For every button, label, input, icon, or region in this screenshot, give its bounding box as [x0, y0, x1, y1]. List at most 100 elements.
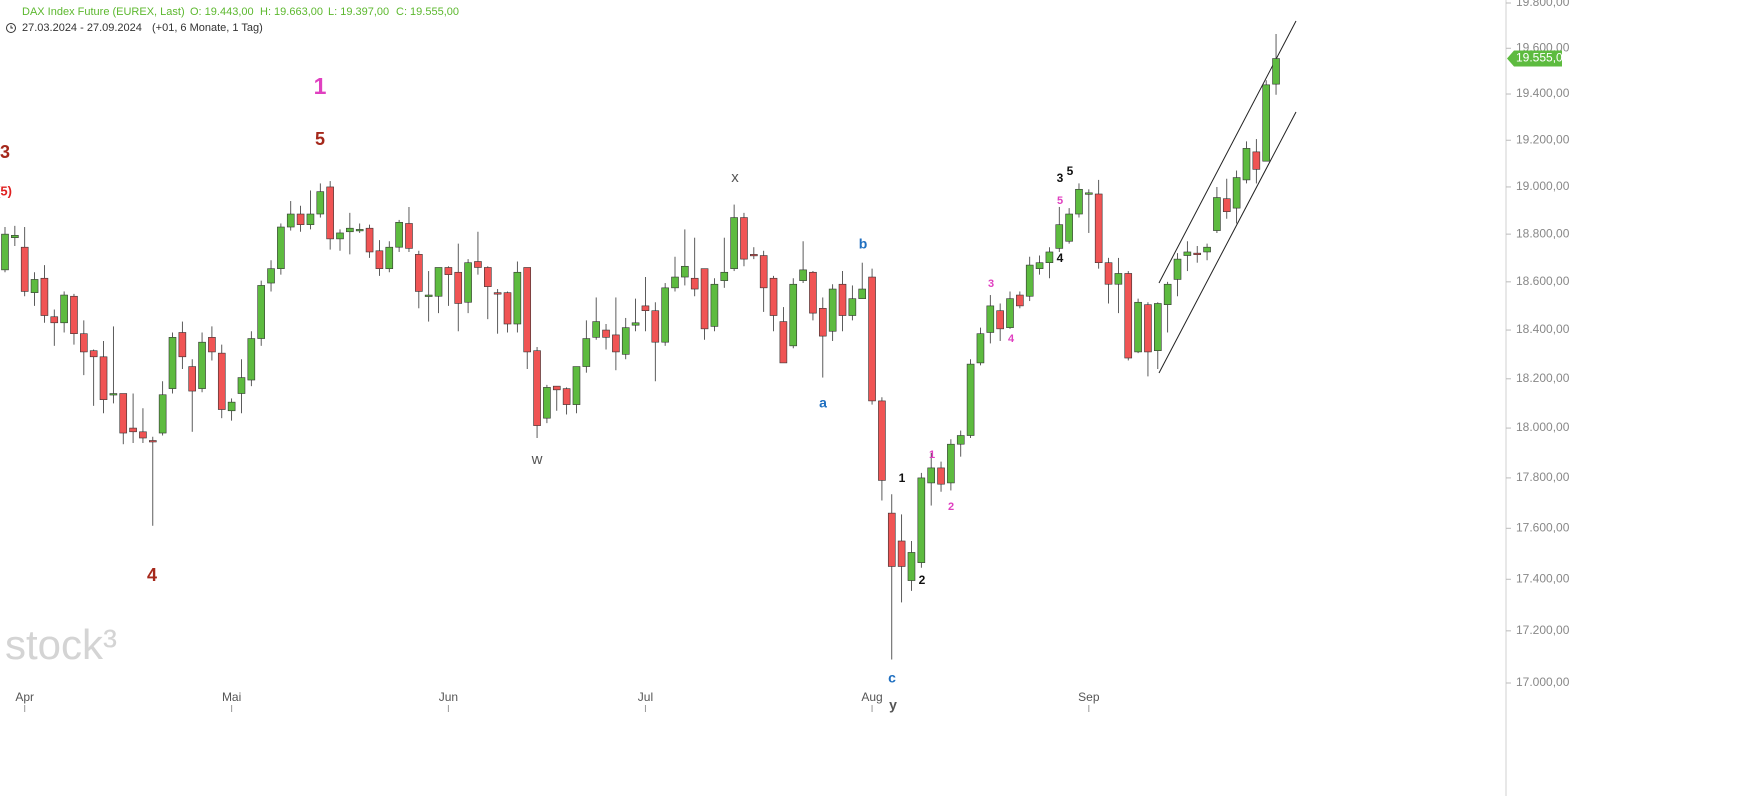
candle-body [237, 377, 246, 394]
x-tick-label: Jul [638, 690, 653, 704]
y-tick-label: 18.200,00 [1516, 371, 1570, 385]
candle-body [227, 401, 236, 412]
price-tag [1507, 50, 1562, 67]
candle-body [1124, 273, 1133, 359]
candle-body [1006, 298, 1014, 328]
wave-label: 3 [988, 278, 994, 290]
candle-body [887, 512, 896, 567]
wave-label: a [819, 395, 827, 411]
x-tick-label: Aug [861, 690, 882, 704]
candle-body [355, 229, 364, 232]
candle-body [405, 223, 413, 249]
candle-body [1203, 246, 1211, 253]
candle-body [89, 350, 98, 358]
wave-label: 5 [1057, 195, 1063, 207]
wave-label: 2 [948, 501, 954, 513]
candle-body [828, 288, 837, 332]
candle-body [1114, 273, 1123, 285]
candle-body [1065, 213, 1073, 242]
candle-body [306, 213, 315, 225]
candle-body [188, 366, 197, 392]
candle-body [838, 283, 847, 316]
candle-body [582, 338, 591, 367]
wave-label: b [859, 236, 868, 252]
candle-body [897, 540, 906, 567]
wave-label: 2 [919, 573, 926, 587]
candle-body [631, 322, 640, 326]
candle-body [612, 334, 620, 353]
candle-body [710, 283, 719, 327]
candle-body [217, 352, 226, 410]
x-tick-label: Apr [15, 690, 34, 704]
candle-body [365, 227, 374, 253]
candle-body [80, 333, 88, 353]
instrument-title: DAX Index Future (EUREX, Last) [22, 6, 185, 18]
candle-body [247, 338, 256, 381]
candle-body [681, 265, 689, 278]
candle-body [70, 295, 78, 334]
candle-body [257, 285, 265, 339]
clock-icon [6, 23, 16, 33]
candle-body [799, 269, 807, 281]
candle-body [1272, 58, 1280, 85]
candle-body [523, 267, 532, 353]
candle-body [11, 235, 19, 238]
candle-body [1045, 251, 1054, 263]
wave-label: 4 [147, 565, 157, 585]
candle-body [1035, 262, 1044, 269]
x-tick-label: Jun [439, 690, 458, 704]
x-tick-label: Sep [1078, 690, 1100, 704]
candle-body [178, 332, 187, 358]
y-tick-label: 18.400,00 [1516, 322, 1570, 336]
candle-body [572, 366, 581, 405]
candle-body [158, 394, 167, 434]
candle-body [966, 363, 975, 436]
candle-body [119, 393, 128, 434]
candle-body [286, 213, 295, 228]
candle-body [1232, 177, 1241, 209]
candle-body [1085, 192, 1093, 195]
ohlc-high: H: 19.663,00 [260, 6, 323, 18]
candle-body [986, 305, 995, 333]
candle-body [1183, 251, 1192, 256]
candle-body [927, 467, 935, 484]
ohlc-open: O: 19.443,00 [190, 6, 254, 18]
candle-body [1025, 264, 1034, 297]
wave-label: 1 [899, 471, 906, 485]
candle-body [424, 294, 433, 297]
wave-label: 4 [1057, 251, 1064, 265]
candle-body [671, 276, 679, 289]
candle-body [1173, 258, 1182, 280]
candle-body [168, 337, 177, 389]
candle-body [937, 467, 945, 485]
y-tick-label: 17.600,00 [1516, 520, 1570, 534]
candle-body [346, 227, 354, 233]
candle-body [483, 267, 492, 287]
candle-body [621, 327, 630, 355]
candle-body [592, 321, 600, 338]
candle-body [641, 305, 650, 312]
y-tick-label: 18.000,00 [1516, 420, 1570, 434]
candle-body [198, 341, 206, 389]
y-tick-label: 17.800,00 [1516, 470, 1570, 484]
candle-body [996, 310, 1004, 330]
candle-body [661, 287, 669, 343]
clock-hands [10, 25, 13, 29]
y-tick-label: 19.000,00 [1516, 179, 1570, 193]
wave-label: 5 [1067, 164, 1074, 178]
candle-body [277, 226, 285, 269]
wave-label: x [731, 169, 739, 186]
candle-body [976, 333, 985, 364]
candle-body [444, 267, 453, 275]
candle-body [759, 255, 768, 289]
candle-body [326, 186, 334, 240]
candle-body [1134, 301, 1142, 353]
candle-body [336, 232, 344, 240]
wave-label: 5 [315, 129, 325, 149]
candle-body [1094, 193, 1103, 263]
candle-body [1104, 262, 1113, 285]
candle-body [818, 307, 827, 337]
candle-body [533, 350, 541, 426]
candle-body [474, 261, 482, 268]
